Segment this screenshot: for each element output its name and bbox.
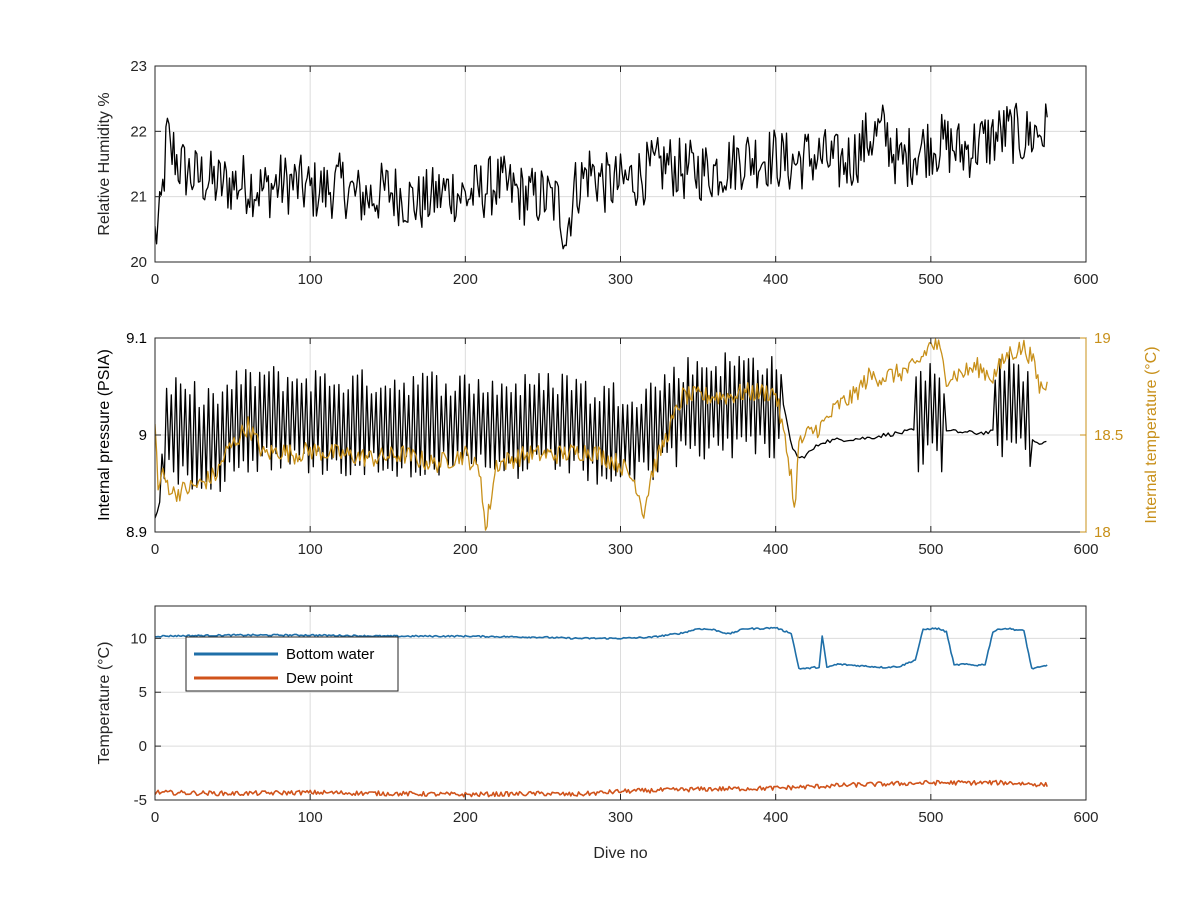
x-tick-label: 400 <box>763 809 788 826</box>
y-tick-label: 10 <box>130 630 147 647</box>
y-tick-label: 20 <box>130 254 147 271</box>
x-tick-label: 500 <box>918 271 943 288</box>
y-axis-label: Internal pressure (PSIA) <box>96 349 113 521</box>
y2-tick-label: 18.5 <box>1094 427 1123 444</box>
x-tick-label: 600 <box>1073 541 1098 558</box>
x-axis-label: Dive no <box>593 845 647 862</box>
x-tick-label: 200 <box>453 541 478 558</box>
x-tick-label: 0 <box>151 809 159 826</box>
x-tick-label: 0 <box>151 271 159 288</box>
y-tick-label: 21 <box>130 189 147 206</box>
x-tick-label: 400 <box>763 541 788 558</box>
x-tick-label: 300 <box>608 271 633 288</box>
series-line-dew-point <box>155 779 1048 798</box>
x-tick-label: 500 <box>918 541 943 558</box>
series-line-left-axis <box>155 102 1048 250</box>
x-tick-label: 200 <box>453 271 478 288</box>
y-tick-label: 23 <box>130 58 147 75</box>
series-line-left-axis <box>155 351 1047 519</box>
y-axis-label: Relative Humidity % <box>96 92 113 235</box>
x-tick-label: 400 <box>763 271 788 288</box>
y2-tick-label: 19 <box>1094 330 1111 347</box>
y-tick-label: 0 <box>139 738 147 755</box>
x-tick-label: 300 <box>608 809 633 826</box>
pressure-temperature-panel: 0 100 200 300 400 500 600 8.9 9 9.1 18 18.5 19 Intern… <box>96 330 1160 558</box>
series-line-bottom-water <box>155 626 1048 670</box>
legend-label: Bottom water <box>286 646 374 663</box>
legend: Bottom water Dew point <box>185 636 399 692</box>
x-tick-label: 100 <box>298 271 323 288</box>
y-tick-label: 22 <box>130 123 147 140</box>
x-tick-label: 600 <box>1073 809 1098 826</box>
x-tick-label: 300 <box>608 541 633 558</box>
x-tick-label: 100 <box>298 541 323 558</box>
humidity-panel: 0 100 200 300 400 500 600 20 21 22 23 Relative Humi… <box>96 58 1099 288</box>
y2-tick-label: 18 <box>1094 524 1111 541</box>
y-tick-label: 9.1 <box>126 330 147 347</box>
x-tick-label: 500 <box>918 809 943 826</box>
legend-box <box>185 636 399 692</box>
series-line-right-axis <box>155 338 1048 531</box>
y2-axis-label: Internal temperature (°C) <box>1143 346 1160 523</box>
y-tick-label: -5 <box>134 792 147 809</box>
y-axis-label: Temperature (°C) <box>96 642 113 765</box>
x-tick-label: 200 <box>453 809 478 826</box>
x-tick-label: 600 <box>1073 271 1098 288</box>
x-tick-label: 100 <box>298 809 323 826</box>
y-tick-label: 8.9 <box>126 524 147 541</box>
legend-label: Dew point <box>286 670 354 687</box>
y-tick-label: 5 <box>139 684 147 701</box>
x-tick-label: 0 <box>151 541 159 558</box>
y-tick-label: 9 <box>139 427 147 444</box>
